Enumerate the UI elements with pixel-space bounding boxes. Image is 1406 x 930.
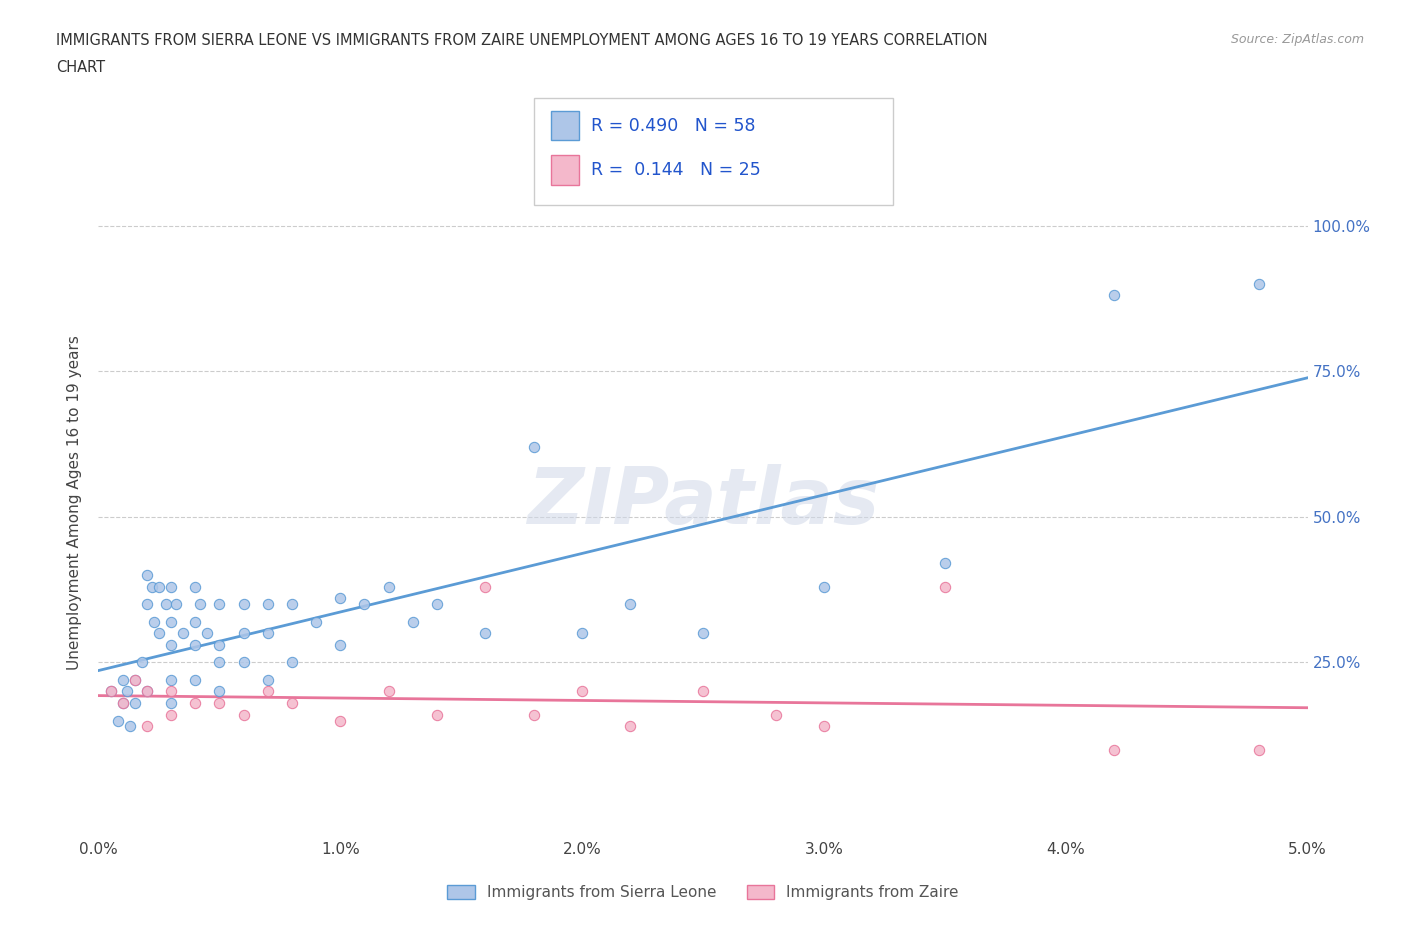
Text: CHART: CHART: [56, 60, 105, 75]
Point: [232, 597, 254, 612]
Point: [135, 597, 157, 612]
Point: [353, 597, 375, 612]
Point: [184, 672, 207, 687]
Point: [281, 655, 304, 670]
Text: Source: ZipAtlas.com: Source: ZipAtlas.com: [1230, 33, 1364, 46]
Point: [281, 696, 304, 711]
Point: [377, 684, 399, 698]
Point: [377, 579, 399, 594]
Y-axis label: Unemployment Among Ages 16 to 19 years: Unemployment Among Ages 16 to 19 years: [67, 335, 83, 670]
Point: [148, 579, 170, 594]
Point: [172, 626, 194, 641]
Point: [256, 626, 278, 641]
Point: [813, 719, 835, 734]
Point: [571, 626, 593, 641]
Point: [184, 579, 207, 594]
Point: [232, 655, 254, 670]
Point: [619, 719, 641, 734]
Point: [934, 579, 956, 594]
Point: [426, 597, 449, 612]
Point: [124, 696, 146, 711]
Point: [474, 626, 496, 641]
Point: [195, 626, 218, 641]
Point: [131, 655, 153, 670]
Point: [160, 637, 183, 652]
Point: [256, 684, 278, 698]
Point: [208, 597, 231, 612]
Legend: Immigrants from Sierra Leone, Immigrants from Zaire: Immigrants from Sierra Leone, Immigrants…: [441, 879, 965, 907]
Point: [135, 719, 157, 734]
Point: [523, 708, 546, 723]
Point: [117, 684, 139, 698]
Point: [148, 626, 170, 641]
Point: [118, 719, 141, 734]
Point: [232, 626, 254, 641]
Point: [184, 637, 207, 652]
Point: [934, 556, 956, 571]
Point: [474, 579, 496, 594]
Point: [692, 626, 714, 641]
Point: [1102, 742, 1125, 757]
Point: [184, 696, 207, 711]
Point: [1249, 742, 1271, 757]
Point: [111, 672, 134, 687]
Point: [208, 655, 231, 670]
Point: [402, 614, 425, 629]
Point: [124, 672, 146, 687]
Point: [571, 684, 593, 698]
Point: [329, 713, 352, 728]
Point: [165, 597, 187, 612]
Point: [813, 579, 835, 594]
Point: [141, 579, 163, 594]
Point: [160, 614, 183, 629]
Point: [765, 708, 787, 723]
Point: [426, 708, 449, 723]
Point: [160, 672, 183, 687]
Point: [208, 637, 231, 652]
Text: R =  0.144   N = 25: R = 0.144 N = 25: [591, 161, 761, 179]
Text: IMMIGRANTS FROM SIERRA LEONE VS IMMIGRANTS FROM ZAIRE UNEMPLOYMENT AMONG AGES 16: IMMIGRANTS FROM SIERRA LEONE VS IMMIGRAN…: [56, 33, 988, 47]
Point: [160, 684, 183, 698]
Point: [184, 614, 207, 629]
Point: [100, 684, 122, 698]
Point: [111, 696, 134, 711]
Point: [208, 684, 231, 698]
Point: [100, 684, 122, 698]
Point: [124, 672, 146, 687]
Point: [188, 597, 211, 612]
Point: [135, 567, 157, 582]
Point: [619, 597, 641, 612]
Text: ZIPatlas: ZIPatlas: [527, 464, 879, 540]
Point: [256, 597, 278, 612]
Point: [143, 614, 166, 629]
Text: R = 0.490   N = 58: R = 0.490 N = 58: [591, 116, 755, 135]
Point: [281, 597, 304, 612]
Point: [155, 597, 177, 612]
Point: [1249, 276, 1271, 291]
Point: [523, 440, 546, 455]
Point: [135, 684, 157, 698]
Point: [160, 696, 183, 711]
Point: [329, 637, 352, 652]
Point: [135, 684, 157, 698]
Point: [111, 696, 134, 711]
Point: [305, 614, 328, 629]
Point: [160, 708, 183, 723]
Point: [160, 579, 183, 594]
Point: [329, 591, 352, 605]
Point: [692, 684, 714, 698]
Point: [256, 672, 278, 687]
Point: [208, 696, 231, 711]
Point: [232, 708, 254, 723]
Point: [107, 713, 129, 728]
Point: [1102, 288, 1125, 303]
